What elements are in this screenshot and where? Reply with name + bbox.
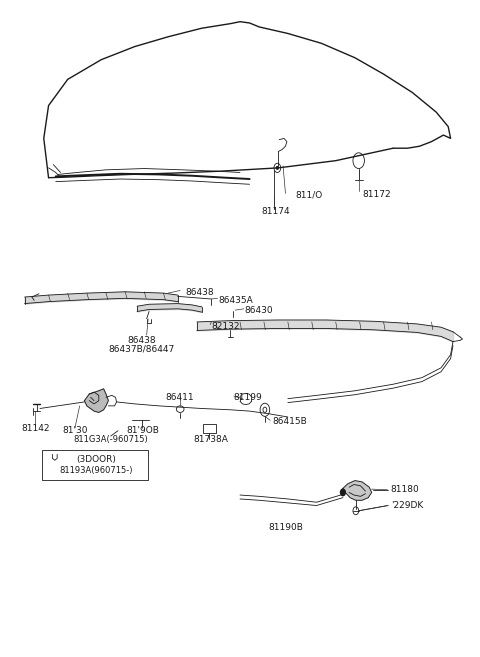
Text: 81190B: 81190B bbox=[268, 524, 303, 532]
Text: 81193A(960715-): 81193A(960715-) bbox=[60, 466, 133, 475]
Text: 811G3A(-960715): 811G3A(-960715) bbox=[73, 436, 148, 444]
Text: 81'9OB: 81'9OB bbox=[126, 426, 159, 436]
Text: 86415B: 86415B bbox=[272, 417, 307, 426]
Text: 81142: 81142 bbox=[21, 424, 49, 433]
Text: 81174: 81174 bbox=[262, 208, 290, 216]
Text: 86438: 86438 bbox=[185, 288, 214, 297]
Text: 81738A: 81738A bbox=[194, 436, 229, 444]
Text: 81199: 81199 bbox=[234, 394, 263, 403]
Text: (3DOOR): (3DOOR) bbox=[76, 455, 116, 464]
Text: 86430: 86430 bbox=[245, 306, 274, 315]
Text: 86435A: 86435A bbox=[218, 296, 253, 305]
Text: 86411: 86411 bbox=[166, 394, 194, 403]
Polygon shape bbox=[84, 389, 108, 413]
Text: '229DK: '229DK bbox=[391, 501, 423, 510]
Text: 86437B/86447: 86437B/86447 bbox=[109, 345, 175, 354]
Text: 81172: 81172 bbox=[362, 191, 391, 199]
Text: 82132: 82132 bbox=[211, 322, 240, 331]
Text: 811/O: 811/O bbox=[295, 191, 322, 199]
Polygon shape bbox=[343, 481, 372, 500]
Text: 81'30: 81'30 bbox=[62, 426, 88, 436]
Text: 81180: 81180 bbox=[391, 486, 420, 494]
Circle shape bbox=[276, 167, 278, 170]
FancyBboxPatch shape bbox=[42, 450, 148, 480]
Text: 86438: 86438 bbox=[128, 336, 156, 345]
Bar bbox=[203, 424, 216, 434]
Circle shape bbox=[340, 489, 345, 495]
